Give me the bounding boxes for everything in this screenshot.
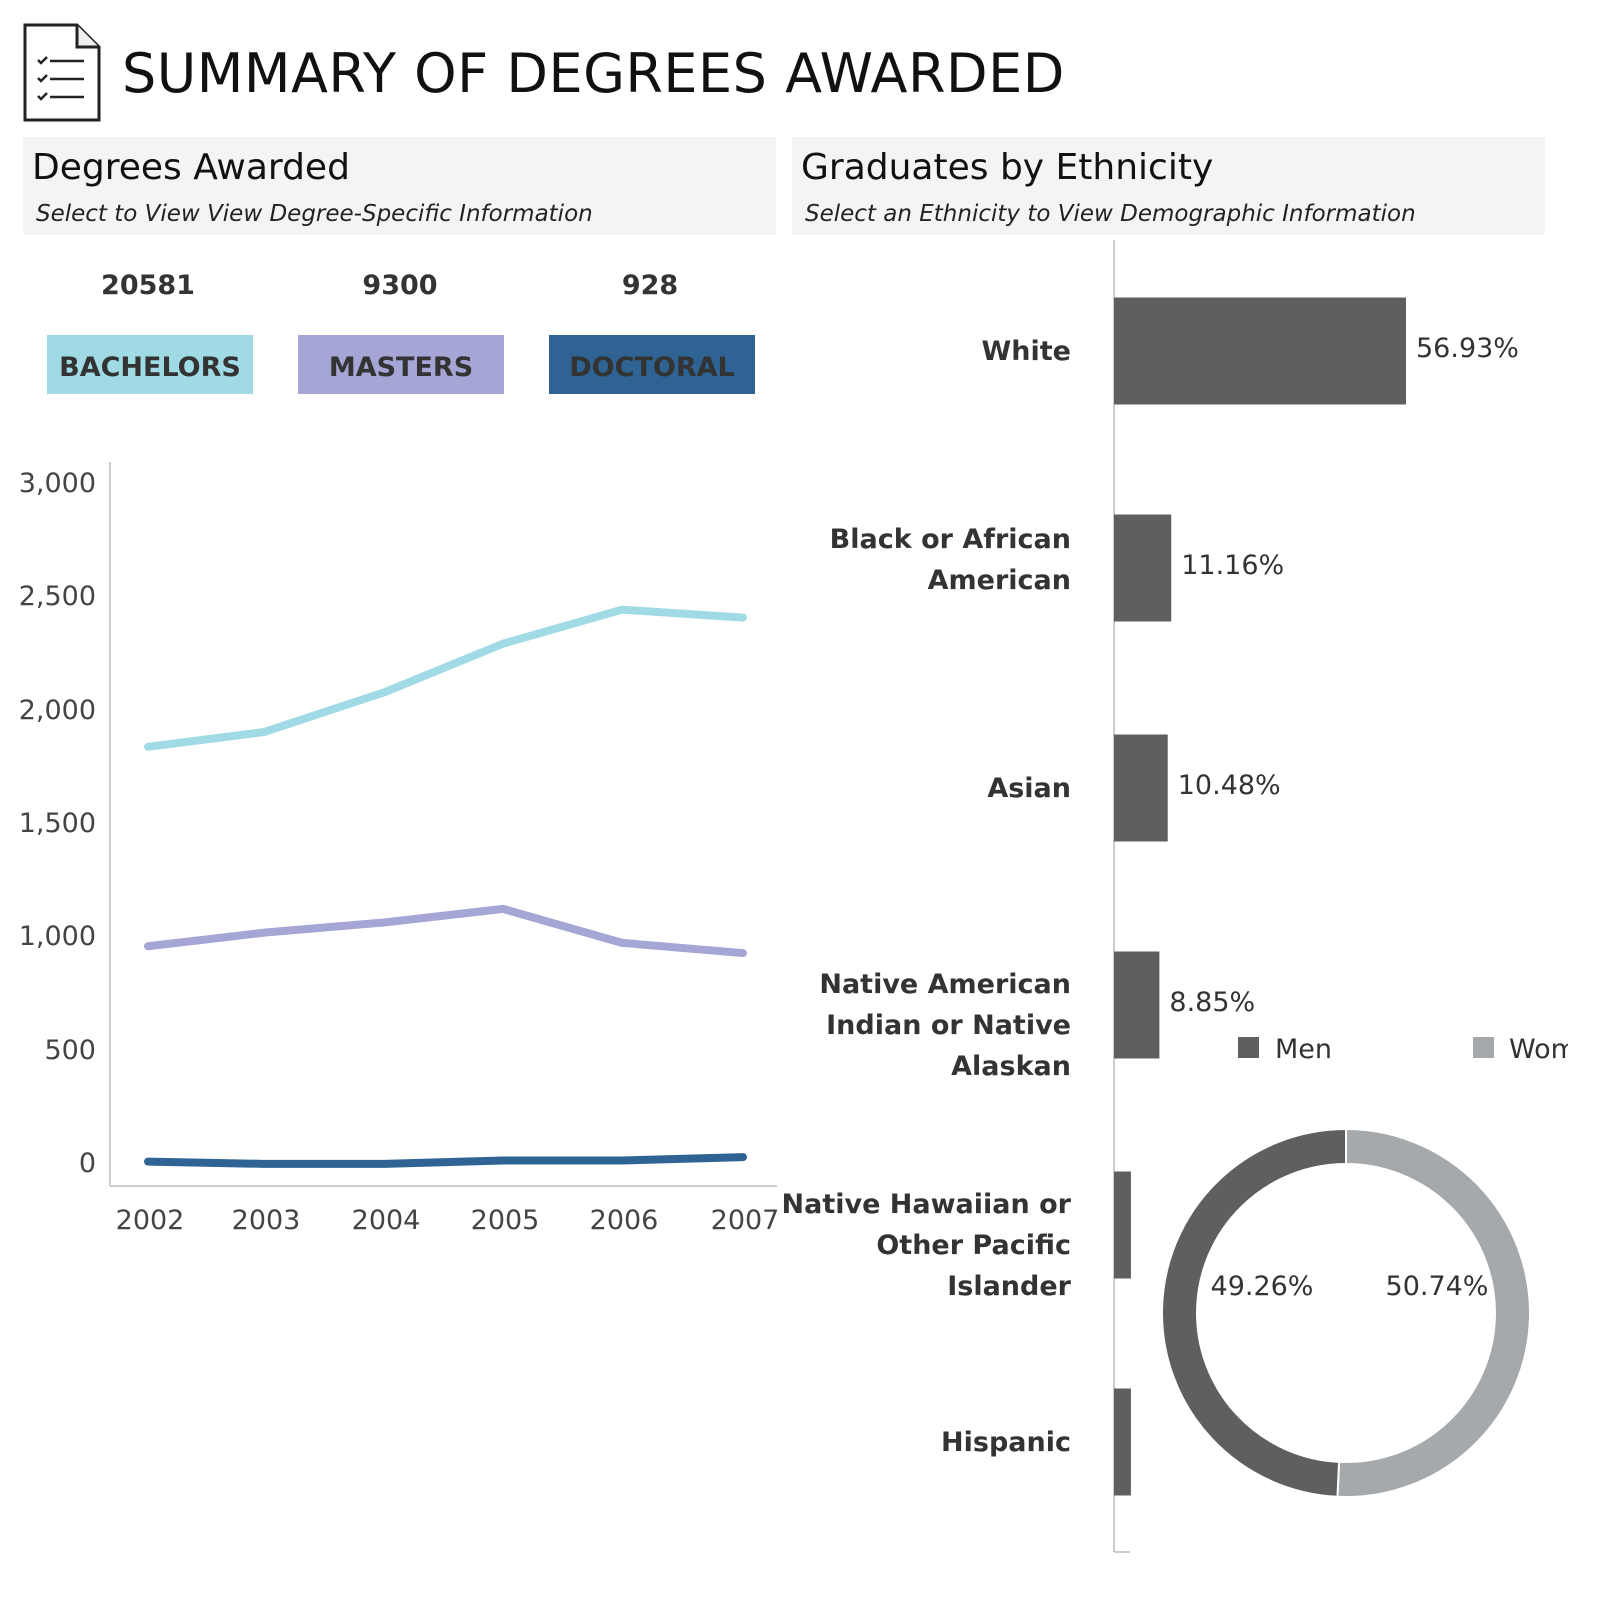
ethnicity-bar[interactable] [1114,734,1168,842]
y-tick-label: 1,000 [18,921,96,953]
ethnicity-category-label[interactable]: Hispanic [771,1422,1071,1463]
y-tick-label: 3,000 [18,468,96,499]
ethnicity-panel-header: Graduates by Ethnicity Select an Ethnici… [792,137,1545,235]
ethnicity-category-label[interactable]: Asian [771,768,1071,809]
masters-filter-button[interactable]: MASTERS [298,335,504,394]
y-tick-label: 2,500 [18,581,96,613]
category-label-line: White [981,335,1071,367]
x-tick-label: 2005 [470,1205,540,1236]
x-tick-label: 2007 [710,1205,780,1236]
x-tick-label: 2003 [231,1205,301,1236]
page-title: SUMMARY OF DEGREES AWARDED [122,42,1065,105]
degrees-line-chart [109,462,777,1187]
category-label-line: Hispanic [941,1426,1071,1458]
line-series-masters[interactable] [144,904,747,958]
bar-value-label: 11.16% [1181,550,1285,581]
ethnicity-bar[interactable] [1114,951,1160,1059]
ethnicity-category-label[interactable]: Black or African American [771,519,1071,601]
ethnicity-category-label[interactable]: White [771,331,1071,372]
y-tick-label: 1,500 [18,808,96,839]
degrees-panel-subtitle: Select to View View Degree-Specific Info… [36,201,593,227]
category-label-line: Black or African [829,524,1071,555]
doctoral-filter-button[interactable]: DOCTORAL [549,335,755,394]
y-tick-label: 500 [44,1034,96,1066]
legend-swatch-men [1238,1037,1259,1058]
degrees-panel-title: Degrees Awarded [32,147,350,188]
category-label-line: Indian or Native [826,1009,1071,1041]
men-percent-label: 49.26% [1211,1271,1314,1302]
ethnicity-bar[interactable] [1114,1171,1131,1279]
category-label-line: Native American [819,968,1071,1000]
donut-slice-men[interactable] [1161,1127,1347,1498]
ethnicity-bar[interactable] [1114,1388,1131,1496]
category-label-line: Native Hawaiian or [781,1189,1072,1220]
bar-value-label: 56.93% [1416,333,1519,364]
masters-count: 9300 [362,270,438,301]
ethnicity-panel-title: Graduates by Ethnicity [801,147,1214,188]
line-series-bachelors[interactable] [144,605,747,751]
bar-value-label: 10.48% [1177,770,1281,801]
donut-slice-women[interactable] [1336,1127,1531,1498]
ethnicity-category-label[interactable]: Native Hawaiian or Other Pacific Islander [771,1184,1072,1307]
category-label-line: Asian [987,772,1071,804]
legend-swatch-women [1473,1037,1494,1058]
legend-label-men: Men [1275,1034,1332,1065]
x-tick-label: 2004 [351,1205,421,1236]
ethnicity-bar[interactable] [1114,297,1406,405]
legend-label-women: Women [1509,1034,1568,1065]
category-label-line: Other Pacific Islander [876,1230,1071,1302]
doctoral-count: 928 [621,270,679,301]
bachelors-filter-button[interactable]: BACHELORS [47,335,253,394]
bar-value-label: 8.85% [1169,987,1256,1018]
degrees-panel-header: Degrees Awarded Select to View View Degr… [23,137,776,235]
bachelors-count: 20581 [101,270,195,301]
ethnicity-category-label[interactable]: Native American Indian or Native Alaskan [771,964,1071,1087]
checklist-document-icon [23,23,101,122]
y-tick-label: 0 [78,1148,96,1179]
category-label-line: Alaskan [951,1050,1071,1082]
ethnicity-bar[interactable] [1114,514,1172,622]
x-tick-label: 2006 [589,1205,659,1236]
line-series-doctoral[interactable] [144,1153,747,1168]
category-label-line: American [927,565,1071,596]
women-percent-label: 50.74% [1386,1271,1489,1302]
y-tick-label: 2,000 [18,694,96,726]
x-tick-label: 2002 [115,1205,185,1236]
ethnicity-panel-subtitle: Select an Ethnicity to View Demographic … [805,201,1416,227]
